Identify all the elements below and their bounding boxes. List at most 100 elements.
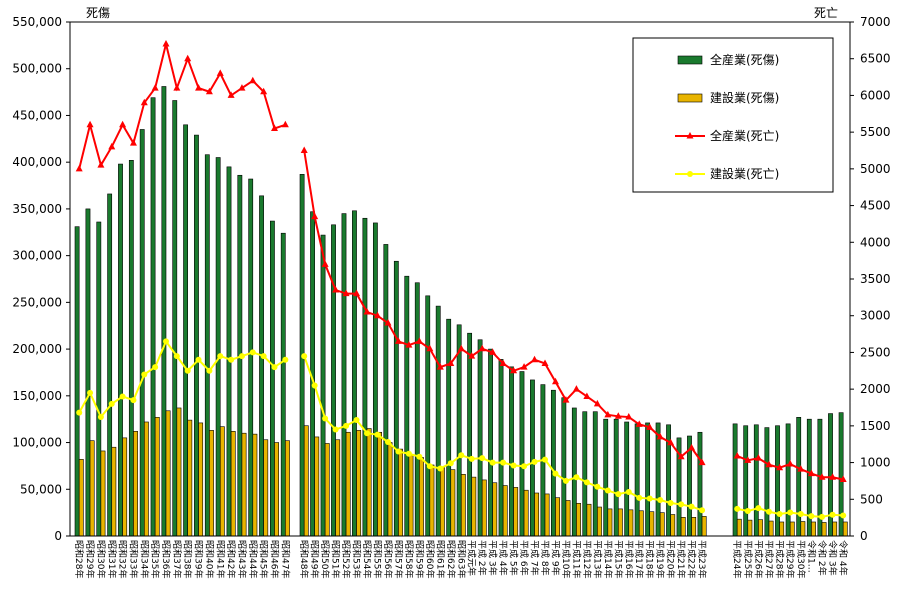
marker-construction-death — [322, 415, 329, 422]
x-tick-label: 昭和30年 — [95, 540, 107, 578]
bar-construction-injury — [832, 521, 838, 537]
left-tick-label: 50,000 — [20, 482, 62, 496]
bar-all-injury — [753, 424, 759, 537]
marker-all-death — [604, 410, 612, 418]
right-tick-label: 3000 — [860, 309, 891, 323]
x-tick-label: 昭和39年 — [193, 540, 205, 578]
bar-construction-injury — [241, 432, 247, 537]
bar-all-injury — [372, 222, 378, 537]
x-tick-label: 昭和43年 — [236, 540, 248, 578]
marker-all-death — [436, 363, 444, 370]
x-tick-label: 平成 5年 — [508, 540, 520, 576]
x-tick-label: 平成 6年 — [518, 540, 530, 576]
marker-all-death — [818, 473, 826, 480]
marker-all-death — [510, 366, 518, 374]
x-tick-label: 昭和58年 — [403, 540, 415, 578]
bar-construction-injury — [821, 522, 827, 537]
marker-all-death — [173, 84, 181, 91]
bar-construction-injury — [649, 511, 655, 537]
marker-all-death — [754, 454, 762, 461]
marker-construction-death — [249, 349, 256, 356]
marker-all-death — [300, 146, 308, 153]
bar-construction-injury — [408, 454, 414, 537]
x-tick-label: 平成元年 — [466, 540, 478, 576]
x-tick-label: 令和 2年 — [816, 540, 828, 576]
marker-construction-death — [625, 488, 632, 495]
marker-construction-death — [667, 499, 674, 506]
right-tick-label: 5500 — [860, 125, 891, 139]
bar-construction-injury — [398, 448, 403, 537]
bar-construction-injury — [747, 519, 753, 537]
marker-all-death — [786, 460, 794, 467]
left-tick-label: 200,000 — [12, 342, 62, 356]
bar-construction-injury — [842, 521, 848, 537]
bar-all-injury — [509, 366, 514, 537]
marker-all-death — [394, 337, 402, 344]
x-tick-label: 昭和34年 — [138, 540, 150, 578]
marker-all-death — [75, 164, 83, 172]
bar-all-injury — [172, 100, 178, 537]
bar-all-injury — [204, 154, 210, 537]
marker-all-death — [829, 473, 837, 480]
marker-construction-death — [238, 353, 245, 360]
x-tick-label: 平成27年 — [763, 540, 775, 578]
x-tick-label: 昭和47年 — [279, 540, 291, 578]
bar-all-injury — [785, 423, 791, 537]
bar-construction-injury — [628, 509, 634, 537]
bar-construction-injury — [154, 417, 160, 537]
bar-all-injury — [425, 295, 431, 537]
bar-all-injury — [519, 371, 525, 537]
x-tick-label: 平成10年 — [560, 540, 572, 578]
bar-construction-injury — [252, 433, 258, 537]
bar-all-injury — [85, 208, 91, 537]
bar-construction-injury — [471, 476, 477, 537]
x-tick-label: 平成13年 — [591, 540, 603, 578]
marker-construction-death — [343, 422, 350, 429]
marker-construction-death — [97, 414, 104, 421]
marker-construction-death — [636, 494, 643, 501]
bar-all-injury — [456, 324, 462, 537]
marker-all-death — [478, 344, 486, 352]
bar-construction-injury — [758, 519, 763, 537]
marker-construction-death — [228, 356, 235, 363]
bar-construction-injury — [544, 493, 550, 537]
marker-all-death — [415, 337, 423, 344]
bar-construction-injury — [198, 422, 204, 537]
bar-all-injury — [393, 260, 399, 537]
x-tick-label: 昭和29年 — [84, 540, 96, 578]
marker-all-death — [271, 124, 278, 131]
x-tick-label: 平成12年 — [581, 540, 593, 578]
right-tick-label: 1000 — [860, 456, 891, 470]
marker-all-death — [151, 84, 159, 91]
x-tick-label: 昭和52年 — [340, 540, 352, 578]
bar-all-injury — [341, 213, 347, 537]
marker-all-death — [205, 87, 213, 95]
bar-construction-injury — [691, 517, 697, 537]
bar-all-injury — [488, 348, 493, 537]
bar-all-injury — [331, 224, 336, 537]
left-tick-label: 300,000 — [12, 249, 62, 263]
marker-construction-death — [755, 505, 762, 512]
bar-all-injury — [435, 305, 441, 537]
bar-construction-injury — [638, 510, 644, 537]
x-tick-label: 昭和56年 — [382, 540, 394, 578]
bar-construction-injury — [111, 446, 117, 537]
legend-marker-triangle — [686, 132, 694, 139]
bar-construction-injury — [534, 492, 540, 537]
marker-all-death — [216, 69, 224, 76]
marker-construction-death — [405, 450, 412, 457]
x-tick-label: 平成15年 — [612, 540, 624, 578]
marker-construction-death — [734, 505, 741, 512]
x-tick-label: 平成28年 — [774, 540, 786, 578]
bar-construction-injury — [701, 516, 707, 537]
bar-construction-injury — [779, 521, 785, 537]
right-tick-label: 500 — [860, 492, 883, 506]
marker-all-death — [162, 40, 170, 47]
marker-all-death — [249, 76, 257, 84]
legend-label: 建設業(死傷) — [710, 90, 779, 105]
bar-construction-injury — [607, 508, 613, 537]
x-tick-label: 昭和41年 — [214, 540, 226, 578]
bar-construction-injury — [419, 457, 424, 537]
x-tick-label: 平成11年 — [570, 540, 582, 578]
right-tick-label: 6500 — [860, 52, 891, 66]
